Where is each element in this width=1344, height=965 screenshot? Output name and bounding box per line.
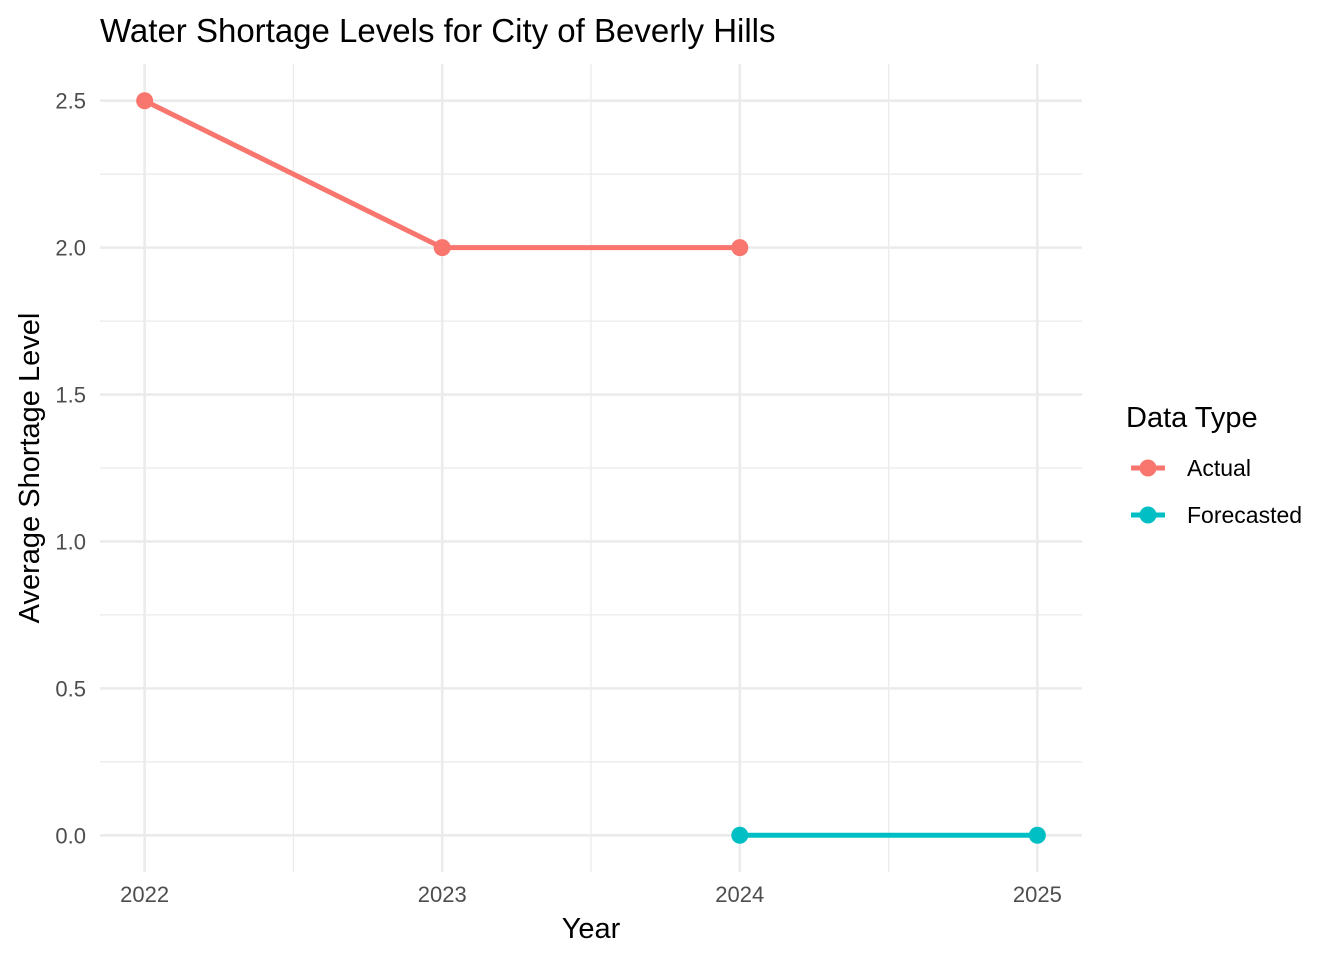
y-tick-label: 2.5 <box>55 89 86 114</box>
y-tick-label: 0.5 <box>55 676 86 701</box>
series-layer <box>136 92 1046 844</box>
legend-label: Forecasted <box>1187 502 1302 528</box>
legend-items: Actual Forecasted <box>1131 455 1302 528</box>
y-axis-title: Average Shortage Level <box>14 313 46 624</box>
x-tick-label: 2024 <box>715 882 764 907</box>
legend: Data Type Actual Forecasted <box>1126 402 1302 528</box>
x-tick-label: 2022 <box>120 882 169 907</box>
legend-key-point <box>1139 459 1157 477</box>
legend-title: Data Type <box>1126 402 1258 434</box>
y-tick-label: 2.0 <box>55 236 86 261</box>
x-axis-title: Year <box>562 913 621 945</box>
data-point <box>731 826 749 844</box>
tick-labels: 0.0 0.5 1.0 1.5 2.0 2.5 2022 2023 2024 2025 <box>55 89 1061 907</box>
x-tick-label: 2023 <box>418 882 467 907</box>
y-tick-label: 0.0 <box>55 823 86 848</box>
data-point <box>136 92 154 110</box>
y-tick-label: 1.5 <box>55 383 86 408</box>
chart-title: Water Shortage Levels for City of Beverl… <box>100 12 776 49</box>
legend-key-point <box>1139 506 1157 524</box>
grid-layer <box>100 64 1082 872</box>
y-tick-label: 1.0 <box>55 529 86 554</box>
data-point <box>1028 826 1046 844</box>
data-point <box>731 239 749 257</box>
data-point <box>433 239 451 257</box>
x-tick-label: 2025 <box>1013 882 1062 907</box>
legend-label: Actual <box>1187 455 1251 481</box>
